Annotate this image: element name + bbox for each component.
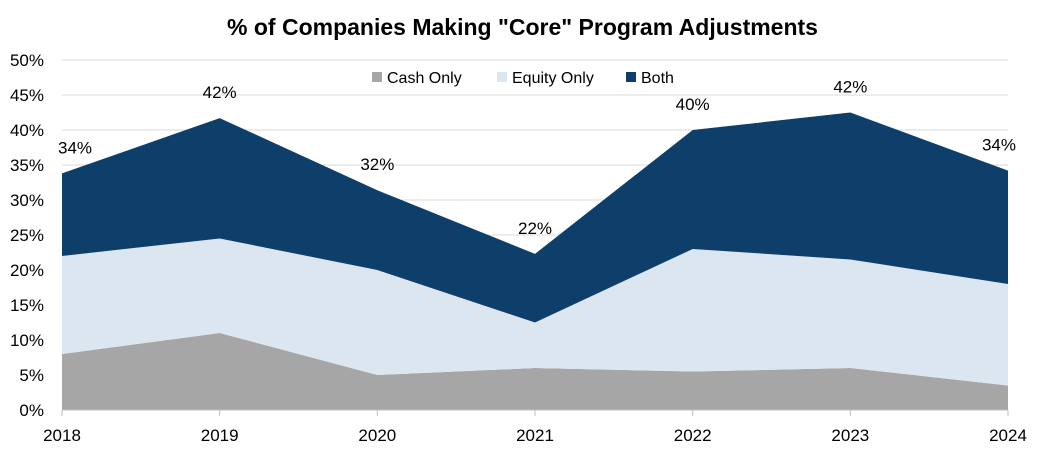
y-tick-label: 5% — [19, 366, 44, 385]
area-series-equity-only — [62, 238, 1008, 386]
y-tick-label: 20% — [10, 261, 44, 280]
x-tick-label: 2023 — [831, 426, 869, 445]
y-tick-label: 25% — [10, 226, 44, 245]
total-data-label: 34% — [58, 138, 92, 157]
legend-label: Both — [641, 70, 674, 87]
x-tick-label: 2020 — [358, 426, 396, 445]
y-tick-label: 10% — [10, 331, 44, 350]
total-data-label: 32% — [360, 155, 394, 174]
legend-label: Cash Only — [387, 70, 462, 87]
x-tick-label: 2018 — [43, 426, 81, 445]
legend-swatch — [497, 72, 507, 82]
total-data-label: 34% — [982, 136, 1016, 155]
y-tick-label: 15% — [10, 296, 44, 315]
legend-label: Equity Only — [512, 70, 594, 87]
x-tick-label: 2024 — [989, 426, 1027, 445]
y-tick-label: 40% — [10, 121, 44, 140]
total-data-label: 42% — [833, 78, 867, 97]
y-tick-label: 0% — [19, 401, 44, 420]
y-tick-label: 50% — [10, 51, 44, 70]
y-tick-label: 30% — [10, 191, 44, 210]
area-series-cash-only — [62, 333, 1008, 410]
x-tick-label: 2019 — [201, 426, 239, 445]
x-tick-label: 2021 — [516, 426, 554, 445]
chart-title: % of Companies Making "Core" Program Adj… — [227, 14, 818, 40]
total-data-label: 40% — [676, 95, 710, 114]
total-data-label: 22% — [518, 219, 552, 238]
total-data-label: 42% — [203, 83, 237, 102]
y-tick-label: 45% — [10, 86, 44, 105]
y-tick-label: 35% — [10, 156, 44, 175]
x-tick-label: 2022 — [674, 426, 712, 445]
legend-swatch — [626, 72, 636, 82]
area-series-both — [62, 112, 1008, 323]
legend-swatch — [372, 72, 382, 82]
